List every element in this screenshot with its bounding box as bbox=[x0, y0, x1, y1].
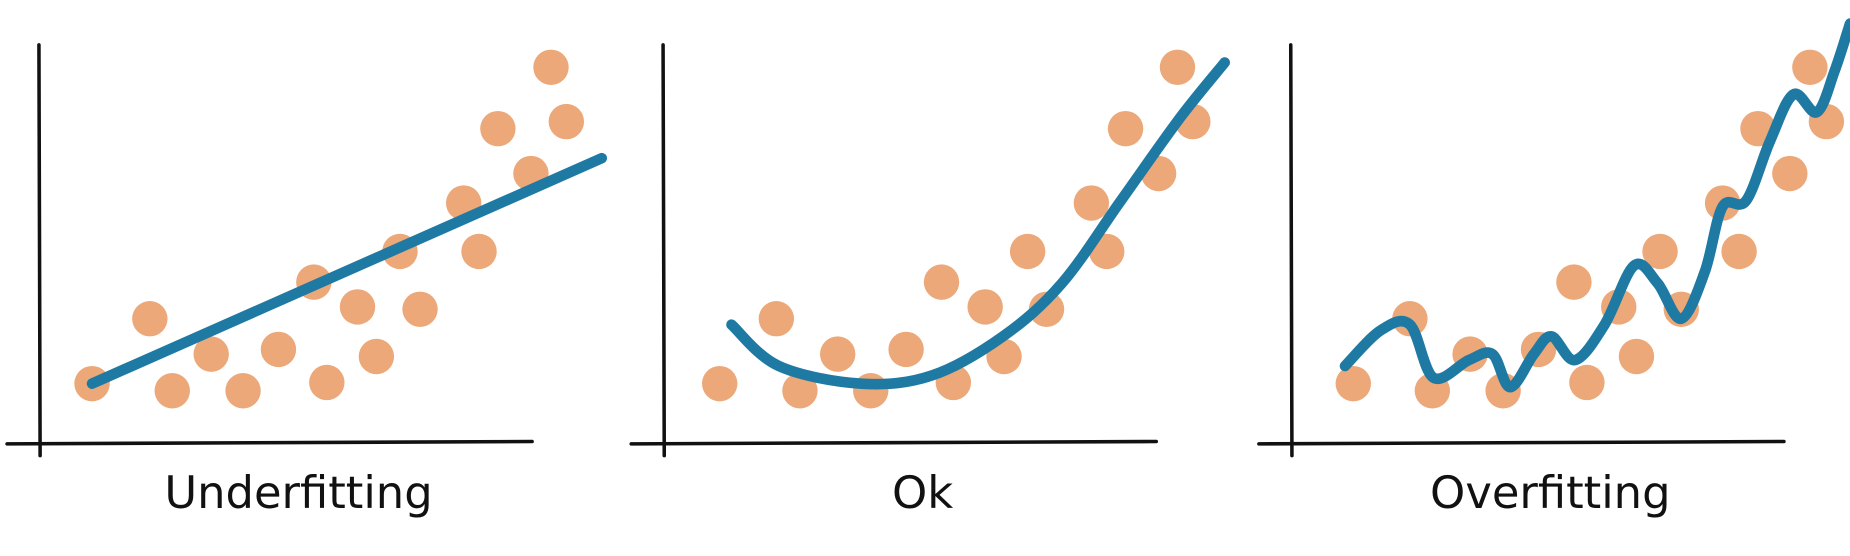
y-axis bbox=[1288, 43, 1294, 458]
data-point bbox=[758, 301, 795, 337]
data-point bbox=[782, 373, 818, 409]
y-axis bbox=[37, 43, 42, 458]
data-point bbox=[702, 365, 738, 402]
fit-curve bbox=[726, 57, 1230, 390]
fit-curve bbox=[1339, 18, 1850, 393]
data-point bbox=[132, 301, 168, 337]
data-point bbox=[548, 103, 585, 140]
data-point bbox=[339, 289, 376, 325]
data-point bbox=[923, 264, 960, 300]
data-point bbox=[1028, 291, 1065, 327]
data-point bbox=[1569, 364, 1605, 401]
data-point bbox=[533, 49, 569, 85]
data-point bbox=[480, 110, 516, 147]
data-point bbox=[1618, 338, 1655, 375]
data-point bbox=[260, 331, 297, 368]
data-point bbox=[1556, 264, 1592, 300]
fit-curve bbox=[86, 152, 608, 389]
data-point bbox=[967, 289, 1003, 325]
data-point bbox=[461, 233, 497, 270]
x-axis bbox=[5, 439, 534, 446]
data-point bbox=[1159, 49, 1196, 85]
x-axis-label: Ok bbox=[892, 466, 953, 519]
data-point bbox=[1642, 233, 1678, 270]
x-axis bbox=[629, 439, 1159, 446]
data-point bbox=[1107, 110, 1144, 147]
data-point bbox=[1073, 185, 1110, 221]
y-axis bbox=[661, 43, 667, 458]
x-axis bbox=[1257, 439, 1786, 446]
data-point bbox=[402, 291, 438, 327]
data-point bbox=[1772, 155, 1808, 192]
data-point bbox=[154, 373, 190, 409]
data-point bbox=[1792, 49, 1828, 85]
x-axis-label: Underfitting bbox=[164, 466, 432, 519]
data-point bbox=[819, 336, 856, 372]
x-axis-label: Overfitting bbox=[1430, 466, 1670, 519]
data-point bbox=[1721, 233, 1757, 270]
data-point bbox=[309, 364, 345, 401]
data-point bbox=[193, 336, 229, 372]
data-point bbox=[358, 338, 395, 375]
data-point bbox=[1009, 233, 1046, 270]
data-point bbox=[888, 331, 924, 368]
data-point bbox=[1335, 365, 1371, 402]
data-point bbox=[225, 373, 261, 409]
